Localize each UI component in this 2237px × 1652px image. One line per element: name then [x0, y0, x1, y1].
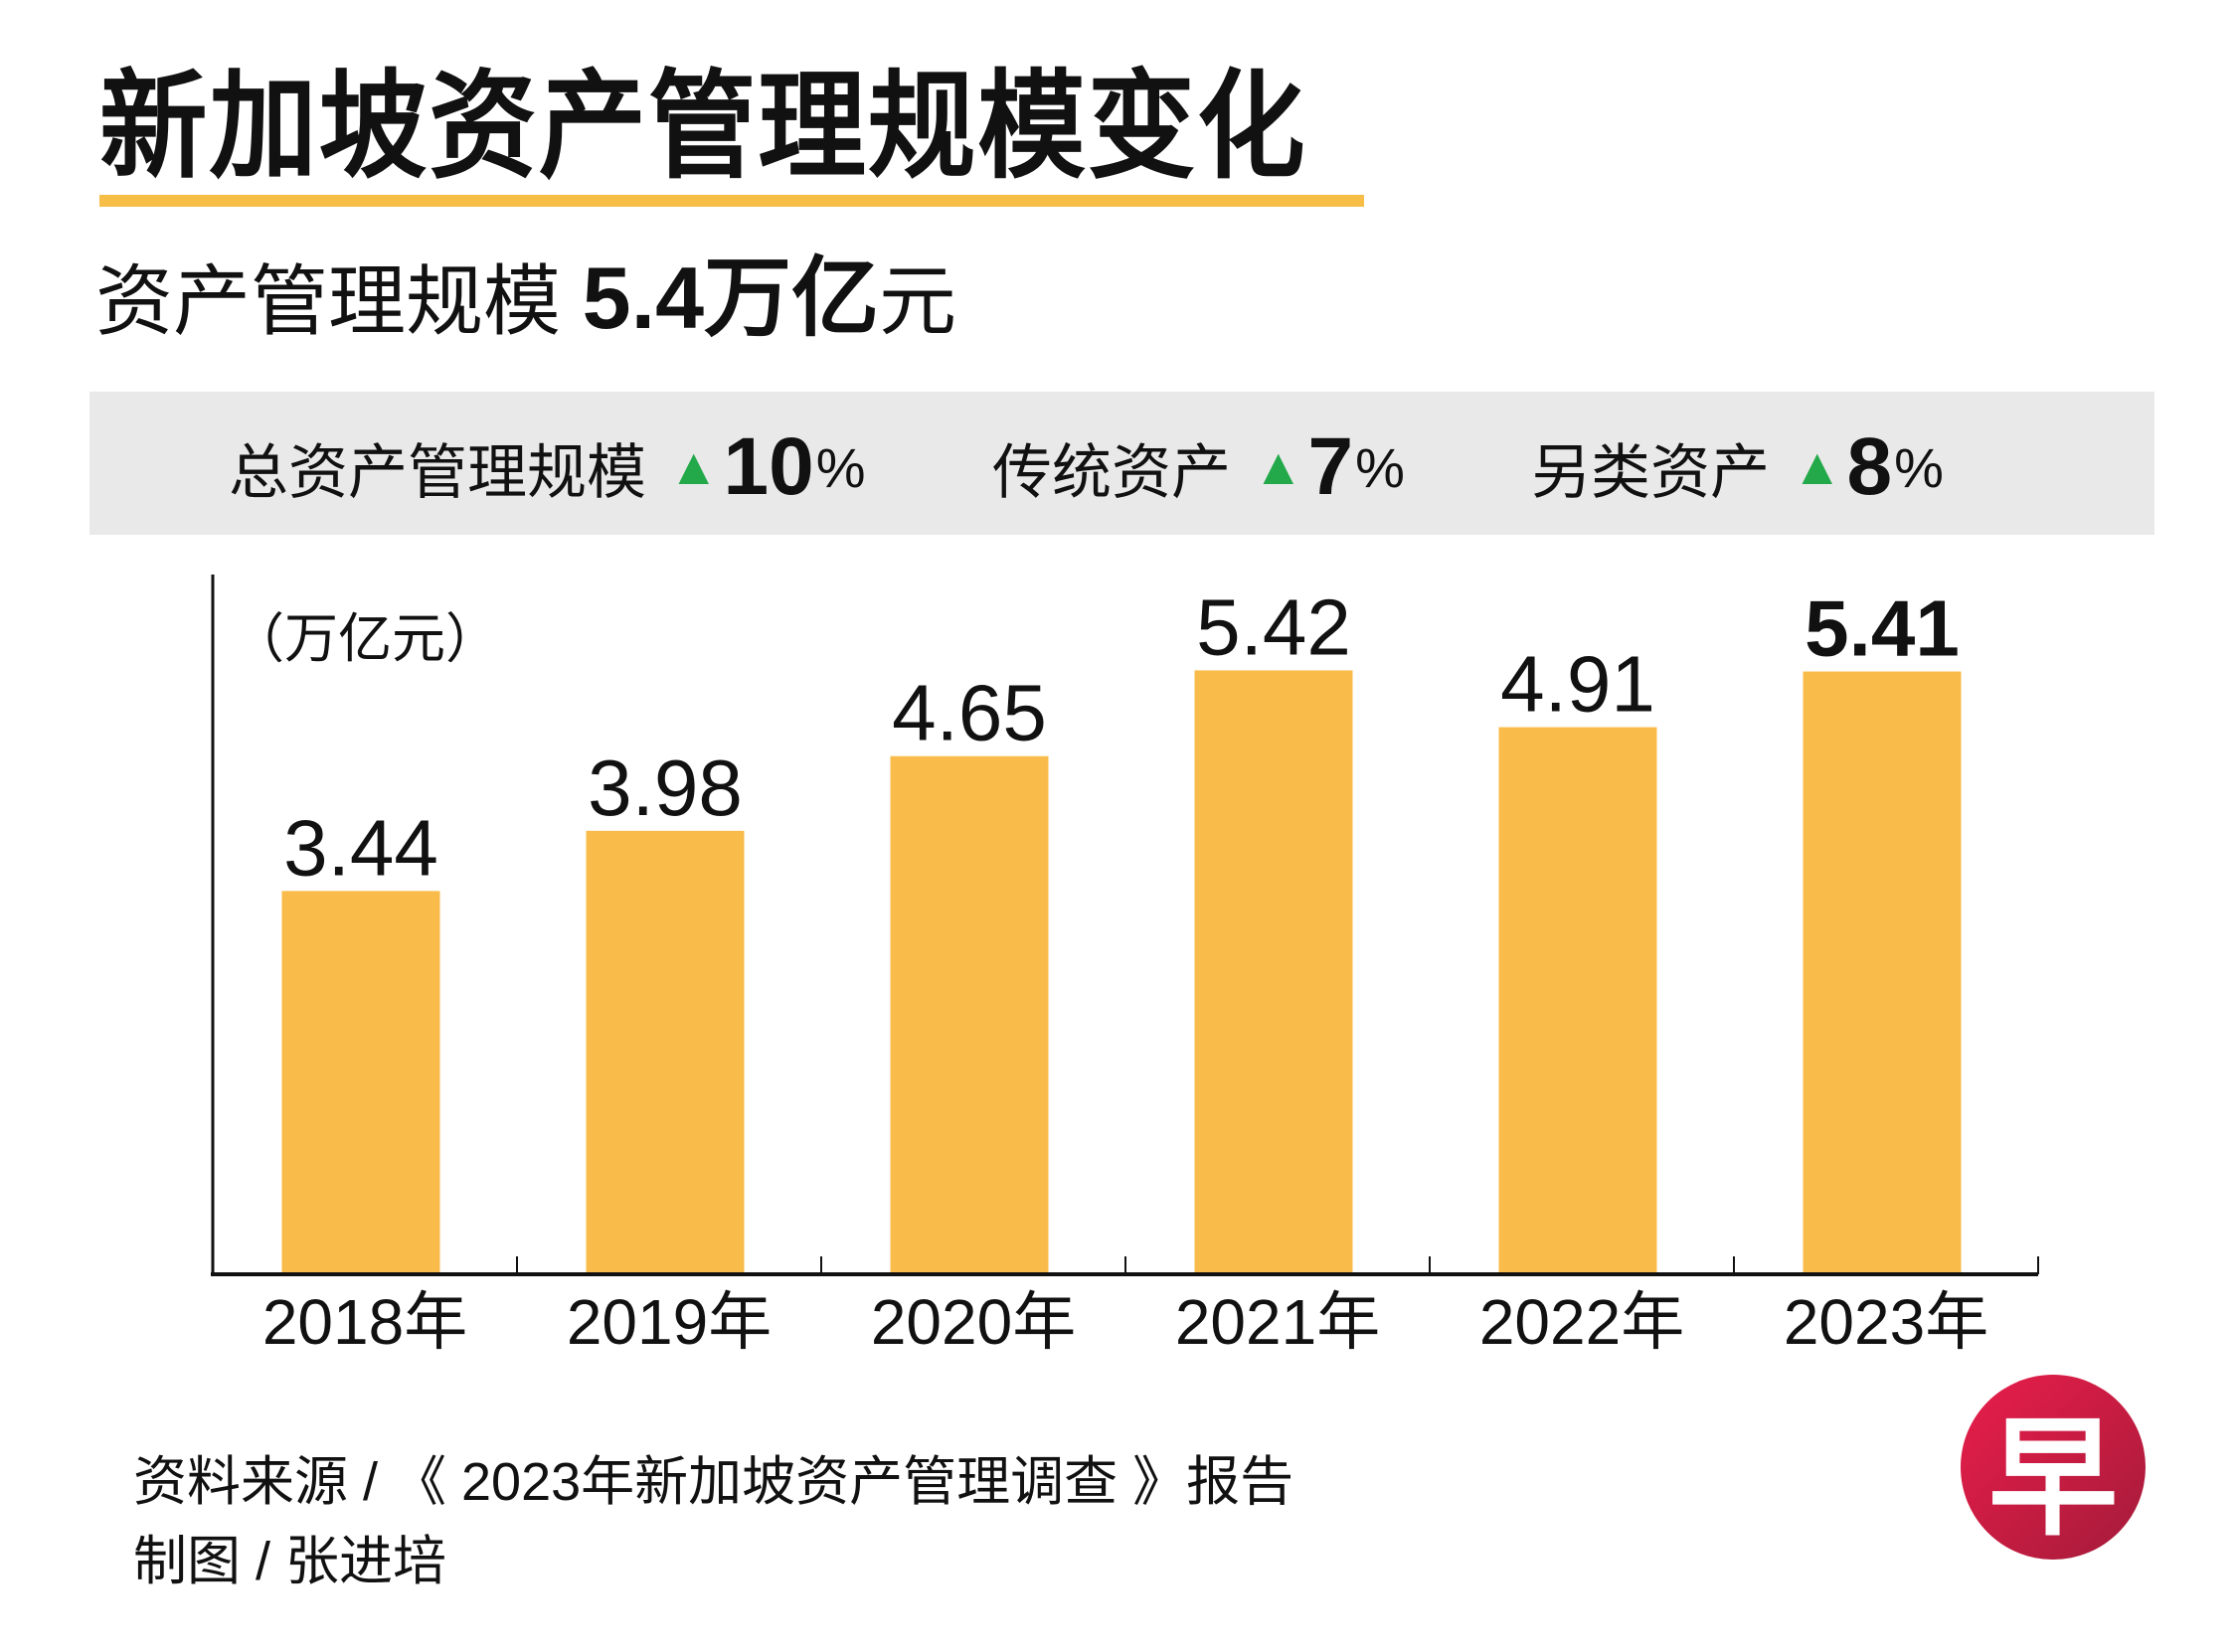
bar-2021年: [1194, 670, 1353, 1272]
up-triangle-icon: ▲: [668, 438, 720, 496]
stat-traditional-assets: 传统资产 ▲ 7 %: [992, 417, 1405, 517]
x-tick-label: 2019年: [567, 1286, 772, 1358]
x-tick-label: 2020年: [871, 1286, 1076, 1358]
bar-value-label: 5.41: [1805, 584, 1960, 673]
subtitle-value: 5.4万亿: [582, 248, 880, 347]
up-triangle-icon: ▲: [1792, 438, 1843, 496]
y-axis-unit-label: （万亿元）: [231, 609, 499, 669]
bar-value-label: 3.98: [588, 743, 743, 832]
x-tick-label: 2021年: [1175, 1286, 1380, 1358]
subtitle-prefix: 资产管理规模: [95, 257, 583, 345]
bar-value-label: 3.44: [283, 803, 438, 892]
bar-value-label: 4.65: [892, 669, 1047, 757]
stats-bar: [89, 392, 2154, 535]
source-note: 资料来源 / 《 2023年新加坡资产管理调查 》报告: [133, 1452, 1294, 1512]
bar-value-label: 5.42: [1196, 582, 1351, 671]
bar-value-label: 4.91: [1500, 640, 1655, 729]
bars-layer: [281, 670, 1962, 1272]
bar-2020年: [890, 755, 1049, 1272]
stat-label: 传统资产: [992, 438, 1231, 506]
stat-unit: %: [815, 435, 866, 499]
stat-total-aum: 总资产管理规模 ▲ 10 %: [229, 417, 865, 517]
stat-unit: %: [1355, 435, 1405, 499]
stat-label: 总资产管理规模: [229, 438, 646, 506]
stat-value: 10: [723, 421, 814, 512]
title-underline: [99, 195, 1364, 207]
axes-layer: [211, 575, 2039, 1276]
chart-title: 新加坡资产管理规模变化: [99, 62, 1307, 193]
stat-alternative-assets: 另类资产 ▲ 8 %: [1531, 417, 1944, 517]
stat-value: 7: [1307, 421, 1354, 512]
subtitle: 资产管理规模 5.4万亿元: [95, 244, 956, 356]
stat-value: 8: [1846, 421, 1893, 512]
bar-2022年: [1498, 727, 1657, 1272]
bar-2023年: [1803, 671, 1962, 1272]
zaobao-logo-icon: 早: [1961, 1375, 2146, 1560]
x-tick-label: 2023年: [1784, 1286, 1988, 1358]
credit-note: 制图 / 张进培: [133, 1532, 447, 1591]
x-tick-label: 2022年: [1479, 1286, 1684, 1358]
bar-2018年: [281, 891, 440, 1272]
x-tick-label: 2018年: [262, 1286, 467, 1358]
bar-2019年: [586, 830, 745, 1272]
labels-layer: 3.44 2018年 3.98 2019年 4.65 2020年 5.42 2021年 4.91…: [262, 582, 1988, 1358]
up-triangle-icon: ▲: [1253, 438, 1304, 496]
stat-unit: %: [1894, 435, 1944, 499]
subtitle-unit: 元: [879, 257, 957, 345]
stat-label: 另类资产: [1531, 438, 1770, 506]
